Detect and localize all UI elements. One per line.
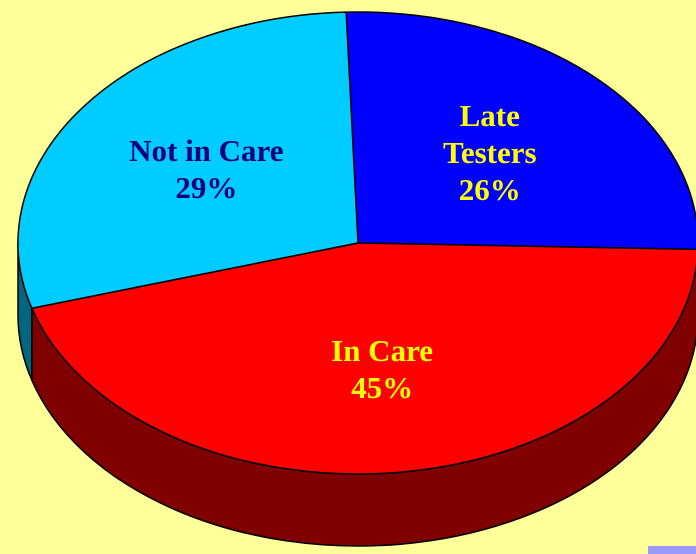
slice-value: 26%	[458, 172, 521, 208]
slice-label: Not in Care 29%	[121, 131, 291, 205]
slice-name: Not in Care	[129, 132, 284, 168]
corner-bar	[648, 546, 696, 554]
slice-value: 29%	[175, 169, 238, 205]
slice-label: Late Testers 26%	[405, 97, 575, 209]
slice-value: 45%	[351, 369, 414, 405]
slice	[17, 11, 359, 310]
slice-label: In Care 45%	[297, 332, 467, 406]
slice-name: In Care	[331, 332, 434, 368]
slice	[345, 11, 696, 251]
slice-name: Late Testers	[442, 98, 537, 171]
slice	[30, 242, 696, 475]
